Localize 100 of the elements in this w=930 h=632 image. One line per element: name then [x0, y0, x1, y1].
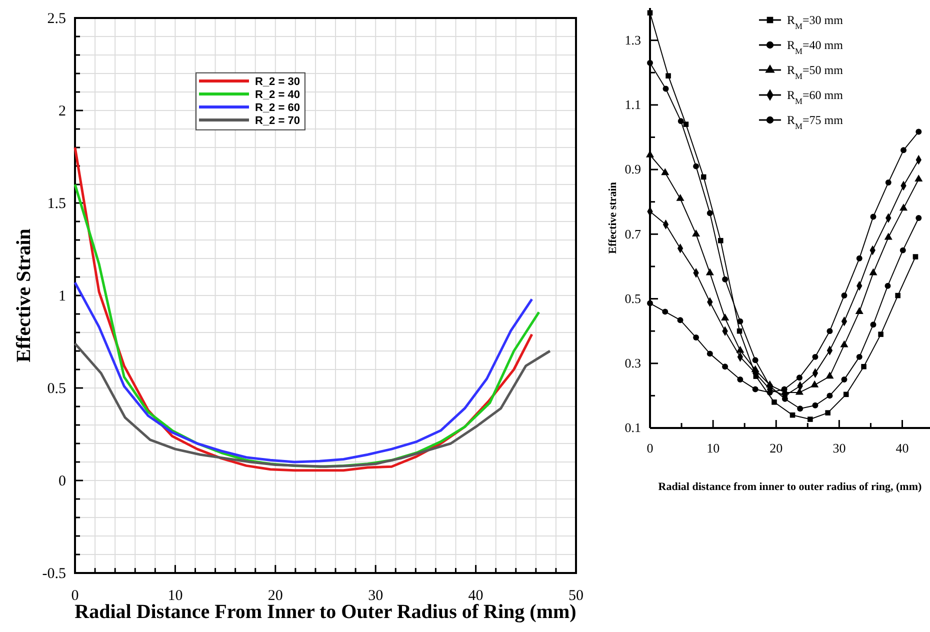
x-tick-label: 10 — [706, 440, 720, 456]
point — [916, 215, 922, 221]
legend-label: R$_{M}$=60 mm — [787, 88, 844, 106]
point — [825, 410, 830, 416]
legend-label: R_2 = 60 — [255, 102, 300, 114]
point — [722, 364, 728, 370]
y-tick-label: 1.1 — [624, 97, 641, 112]
y-tick-label: 1.3 — [624, 32, 641, 48]
point — [884, 232, 892, 240]
y-tick-label: 0.3 — [624, 356, 641, 371]
x-tick-label: 20 — [770, 440, 783, 456]
point — [662, 308, 668, 315]
point — [869, 268, 878, 276]
point — [772, 400, 777, 405]
y-tick-label: 0.1 — [624, 420, 641, 436]
x-tick-label: 0 — [646, 440, 654, 456]
point — [900, 147, 906, 154]
point — [661, 168, 670, 176]
point — [678, 118, 684, 124]
point — [692, 230, 700, 236]
point — [855, 307, 864, 314]
y-tick-label: 0.7 — [624, 226, 642, 242]
point — [683, 122, 689, 127]
point — [912, 254, 918, 260]
point — [647, 300, 653, 306]
legend-label: R_2 = 70 — [255, 114, 300, 127]
point — [781, 386, 788, 392]
y-tick-label: 0.9 — [624, 162, 641, 177]
x-tick-label: 30 — [368, 588, 384, 604]
legend-label: R_2 = 30 — [255, 76, 300, 88]
legend-label: R$_{M}$=40 mm — [787, 38, 844, 56]
x-tick-label: 30 — [832, 440, 846, 456]
legend-label: R_2 = 40 — [255, 88, 300, 101]
y-tick-label: 1.5 — [47, 196, 66, 212]
y-tick-label: 2 — [58, 103, 66, 120]
y-tick-label: 0.5 — [624, 290, 641, 306]
point — [693, 163, 700, 170]
point — [676, 194, 684, 201]
point — [856, 354, 862, 360]
point — [795, 388, 804, 395]
point — [677, 317, 684, 324]
point — [826, 328, 833, 334]
point — [752, 357, 758, 364]
point — [870, 214, 876, 220]
point — [693, 334, 700, 341]
point — [706, 350, 713, 357]
point — [812, 354, 818, 360]
legend-label: R$_{M}$=50 mm — [787, 63, 844, 81]
point — [885, 179, 892, 186]
point — [914, 174, 923, 182]
point — [706, 268, 714, 276]
point — [808, 416, 813, 422]
y-tick-label: 2.5 — [47, 10, 66, 27]
point — [812, 402, 818, 408]
point — [870, 322, 876, 328]
point — [826, 392, 833, 399]
point — [797, 406, 804, 412]
y-axis-title: Effective strain — [607, 182, 619, 254]
line-series — [74, 342, 552, 468]
point — [810, 380, 819, 388]
point — [841, 376, 848, 383]
point — [722, 276, 728, 282]
point — [895, 292, 900, 298]
x-tick-label: 50 — [568, 588, 584, 604]
x-tick-label: 0 — [71, 588, 79, 604]
point — [796, 374, 802, 381]
x-tick-label: 20 — [268, 588, 283, 604]
point — [737, 318, 744, 324]
x-tick-label: 10 — [168, 588, 183, 604]
point — [878, 332, 884, 337]
point — [752, 386, 758, 392]
x-axis-title: Radial distance from inner to outer radius of ring, (mm) — [658, 481, 922, 493]
point — [737, 376, 744, 383]
point — [884, 282, 891, 289]
x-axis-title: Radial Distance From Inner to Outer Radius of Ring (mm) — [74, 601, 576, 623]
x-tick-label: 40 — [468, 588, 484, 604]
point — [899, 204, 908, 211]
point — [826, 372, 834, 379]
point — [706, 210, 713, 216]
y-axis-title: Effective Strain — [13, 228, 35, 362]
legend-label: R$_{M}$=75 mm — [787, 113, 844, 131]
y-tick-label: 1 — [58, 288, 66, 304]
point — [861, 364, 866, 370]
y-tick-label: 0.5 — [47, 380, 66, 397]
point — [900, 247, 906, 254]
point — [718, 238, 724, 244]
point — [840, 340, 848, 348]
point — [841, 292, 848, 299]
point — [856, 255, 862, 262]
y-tick-label: -0.5 — [42, 566, 66, 582]
point — [666, 73, 671, 78]
point — [647, 60, 653, 66]
point — [662, 86, 669, 92]
point — [736, 346, 744, 353]
point — [721, 314, 730, 320]
line-series — [74, 281, 534, 464]
x-tick-label: 40 — [896, 440, 909, 456]
point — [916, 128, 922, 135]
y-tick-label: 0 — [58, 473, 66, 490]
point — [647, 10, 653, 16]
